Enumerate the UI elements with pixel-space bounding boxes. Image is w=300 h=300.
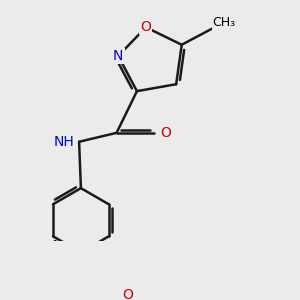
Text: O: O bbox=[160, 126, 171, 140]
Text: NH: NH bbox=[54, 135, 75, 149]
Text: CH₃: CH₃ bbox=[213, 16, 236, 28]
Text: O: O bbox=[123, 288, 134, 300]
Text: O: O bbox=[140, 20, 151, 34]
Text: N: N bbox=[113, 49, 123, 63]
